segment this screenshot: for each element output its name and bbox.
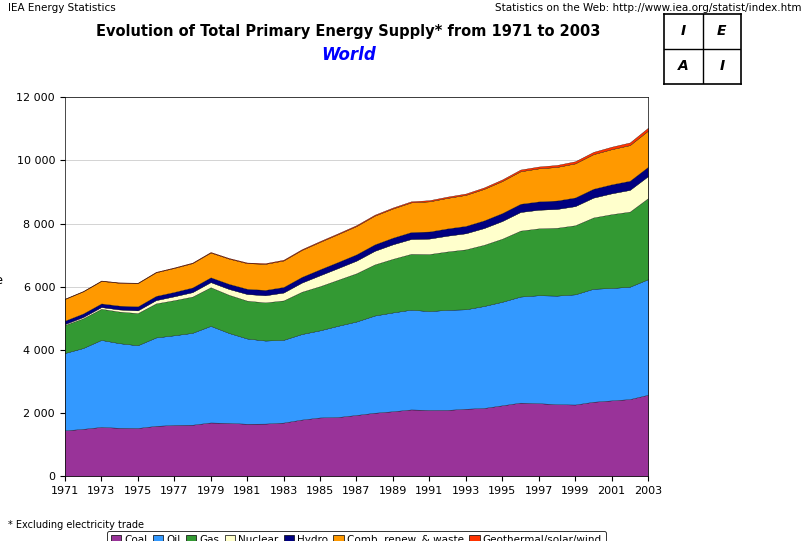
Text: I: I bbox=[681, 24, 686, 38]
Text: World: World bbox=[321, 46, 376, 64]
Text: * Excluding electricity trade: * Excluding electricity trade bbox=[8, 520, 144, 530]
Text: A: A bbox=[678, 60, 688, 73]
Text: Evolution of Total Primary Energy Supply* from 1971 to 2003: Evolution of Total Primary Energy Supply… bbox=[96, 24, 600, 39]
Text: IEA Energy Statistics: IEA Energy Statistics bbox=[8, 3, 116, 12]
Text: I: I bbox=[719, 60, 724, 73]
Text: Statistics on the Web: http://www.iea.org/statist/index.htm: Statistics on the Web: http://www.iea.or… bbox=[496, 3, 802, 12]
Legend: Coal, Oil, Gas, Nuclear, Hydro, Comb. renew. & waste, Geothermal/solar/wind: Coal, Oil, Gas, Nuclear, Hydro, Comb. re… bbox=[107, 531, 606, 541]
Y-axis label: Mtoe: Mtoe bbox=[0, 274, 4, 287]
Text: E: E bbox=[717, 24, 727, 38]
